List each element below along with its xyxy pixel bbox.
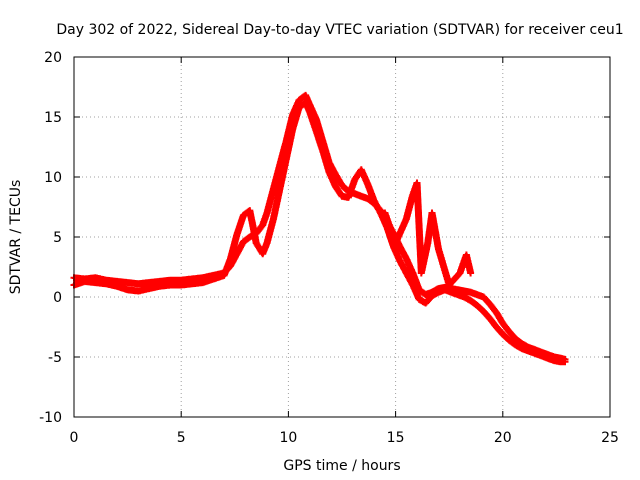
y-tick-label: -10 — [39, 410, 62, 426]
y-tick-label: 15 — [44, 110, 62, 126]
chart-title: Day 302 of 2022, Sidereal Day-to-day VTE… — [56, 22, 623, 38]
y-tick-label: 20 — [44, 50, 62, 66]
grid-lines — [74, 57, 610, 417]
x-tick-label: 25 — [601, 430, 619, 446]
series-1 — [70, 99, 569, 366]
x-tick-label: 10 — [279, 430, 297, 446]
y-axis-label: SDTVAR / TECUs — [8, 180, 24, 295]
series-2-points — [381, 179, 475, 289]
series-1-points — [70, 99, 569, 366]
x-tick-label: 20 — [494, 430, 512, 446]
y-tick-label: -5 — [48, 350, 62, 366]
x-tick-label: 5 — [177, 430, 186, 446]
x-tick-label: 15 — [387, 430, 405, 446]
y-tick-label: 0 — [53, 290, 62, 306]
plot-frame — [73, 56, 611, 418]
y-tick-label: 5 — [53, 230, 62, 246]
x-tick-label: 0 — [70, 430, 79, 446]
x-axis-label: GPS time / hours — [283, 458, 400, 474]
series-2 — [381, 179, 475, 289]
data-points — [70, 91, 569, 366]
tick-labels: 0 5 10 15 20 25 -10 -5 0 5 10 15 20 — [39, 50, 619, 446]
y-tick-label: 10 — [44, 170, 62, 186]
